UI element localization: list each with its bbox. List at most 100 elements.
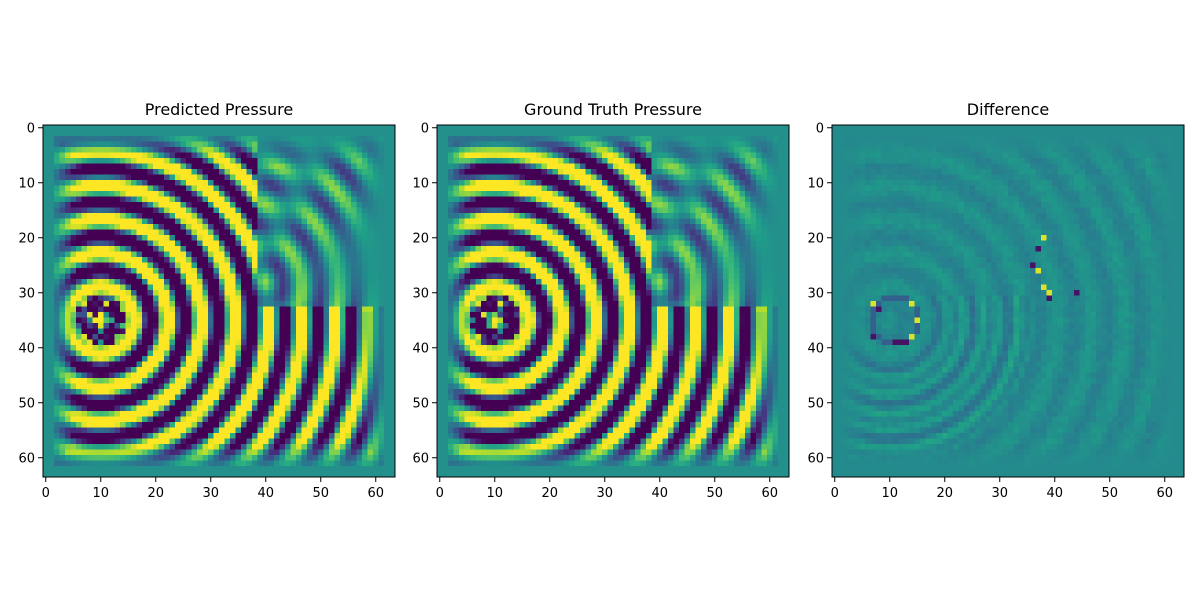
heatmap-cell (351, 471, 357, 478)
heatmap-cell (208, 257, 214, 263)
heatmap-cell (197, 268, 203, 274)
heatmap-cell (274, 427, 280, 434)
heatmap-cell (668, 125, 674, 131)
heatmap-cell (109, 141, 115, 148)
heatmap-cell (65, 147, 71, 153)
heatmap-cell (54, 416, 60, 423)
heatmap-cell (448, 147, 454, 153)
heatmap-cell (109, 378, 115, 384)
heatmap-cell (241, 345, 247, 351)
heatmap-cell (547, 125, 553, 131)
heatmap-cell (384, 207, 390, 214)
heatmap-cell (109, 400, 115, 406)
heatmap-cell (301, 471, 308, 478)
heatmap-cell (219, 466, 225, 472)
heatmap-cell (59, 191, 66, 197)
heatmap-cell (373, 130, 379, 137)
heatmap-cell (356, 466, 363, 472)
heatmap-cell (492, 169, 498, 175)
heatmap-cell (351, 169, 357, 175)
heatmap-cell (301, 339, 308, 346)
heatmap-cell (81, 306, 88, 313)
heatmap-cell (373, 141, 379, 148)
heatmap-cell (153, 174, 159, 181)
heatmap-cell (65, 306, 71, 313)
heatmap-cell (367, 389, 374, 395)
heatmap-cell (98, 273, 104, 280)
heatmap-cell (48, 389, 55, 395)
heatmap-cell (274, 389, 280, 395)
heatmap-cell (191, 323, 198, 329)
heatmap-cell (158, 185, 165, 192)
heatmap-cell (109, 147, 115, 153)
heatmap-cell (125, 405, 132, 412)
heatmap-cell (384, 427, 390, 434)
heatmap-cell (92, 323, 99, 329)
heatmap-cell (345, 372, 352, 379)
heatmap-cell (307, 394, 313, 401)
heatmap-cell (389, 411, 396, 417)
heatmap-cell (103, 328, 110, 335)
heatmap-cell (230, 257, 236, 263)
heatmap-cell (389, 378, 396, 384)
heatmap-cell (54, 174, 60, 181)
heatmap-cell (120, 141, 126, 148)
heatmap-cell (98, 180, 104, 186)
heatmap-cell (136, 356, 143, 362)
heatmap-cell (351, 427, 357, 434)
heatmap-cell (323, 152, 330, 159)
heatmap-cell (362, 180, 368, 186)
heatmap-cell (618, 163, 625, 170)
heatmap-cell (356, 361, 363, 368)
heatmap-cell (98, 202, 104, 208)
heatmap-cell (307, 180, 313, 186)
heatmap-cell (142, 196, 148, 203)
heatmap-cell (541, 163, 548, 170)
heatmap-cell (98, 339, 104, 346)
heatmap-cell (246, 191, 253, 197)
heatmap-cell (164, 130, 170, 137)
heatmap-cell (323, 367, 330, 373)
heatmap-cell (547, 185, 553, 192)
heatmap-cell (103, 213, 110, 219)
heatmap-cell (219, 416, 225, 423)
heatmap-cell (98, 460, 104, 467)
heatmap-cell (345, 328, 352, 335)
heatmap-cell (475, 147, 482, 153)
heatmap-cell (197, 284, 203, 291)
heatmap-cell (301, 422, 308, 428)
heatmap-cell (351, 345, 357, 351)
heatmap-cell (274, 202, 280, 208)
heatmap-cell (246, 416, 253, 423)
heatmap-cell (285, 301, 291, 307)
heatmap-cell (191, 405, 198, 412)
heatmap-cell (92, 438, 99, 445)
heatmap-cell (761, 185, 768, 192)
heatmap-cell (389, 389, 396, 395)
heatmap-cell (142, 213, 148, 219)
heatmap-cell (340, 191, 346, 197)
heatmap-cell (208, 136, 214, 142)
heatmap-cell (169, 350, 176, 357)
heatmap-cell (180, 328, 187, 335)
heatmap-cell (651, 185, 658, 192)
heatmap-cell (120, 389, 126, 395)
heatmap-cell (125, 130, 132, 137)
heatmap-cell (142, 389, 148, 395)
heatmap-cell (180, 180, 187, 186)
heatmap-cell (312, 229, 319, 236)
heatmap-cell (558, 130, 564, 137)
heatmap-cell (158, 466, 165, 472)
heatmap-cell (569, 136, 575, 142)
heatmap-cell (54, 136, 60, 142)
heatmap-cell (153, 251, 159, 258)
heatmap-cell (503, 196, 509, 203)
heatmap-cell (202, 444, 209, 450)
heatmap-cell (180, 295, 187, 302)
heatmap-cell (301, 356, 308, 362)
heatmap-cell (274, 191, 280, 197)
heatmap-cell (213, 202, 220, 208)
heatmap-cell (378, 169, 385, 175)
heatmap-cell (635, 152, 641, 159)
heatmap-cell (241, 218, 247, 225)
